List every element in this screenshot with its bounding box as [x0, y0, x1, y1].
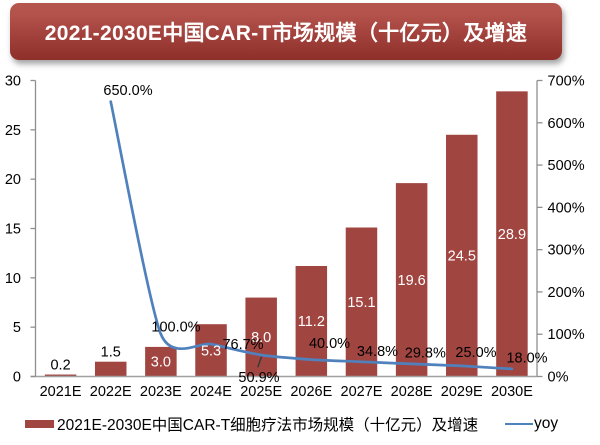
left-axis-tick-label-0: 0	[13, 370, 21, 386]
yoy-label-2026E: 40.0%	[309, 336, 350, 352]
bar-label-2021E: 0.2	[50, 358, 70, 374]
legend-item-market-size: 2021E-2030E中国CAR-T细胞疗法市场规模（十亿元）及增速	[25, 413, 478, 435]
yoy-label-2029E: 25.0%	[455, 345, 496, 361]
x-tick-label-2022E: 2022E	[90, 384, 132, 400]
x-tick-label-2021E: 2021E	[40, 384, 82, 400]
x-tick-label-2029E: 2029E	[441, 384, 483, 400]
bar-label-2025E: 8.0	[251, 330, 271, 346]
right-axis-tick-label-200: 200%	[548, 285, 585, 301]
right-axis-tick-label-0: 0%	[548, 370, 569, 386]
bar-label-2029E: 24.5	[448, 249, 476, 265]
right-axis-tick-label-300: 300%	[548, 243, 585, 259]
right-axis-tick-label-600: 600%	[548, 116, 585, 132]
bar-label-2024E: 5.3	[201, 343, 221, 359]
bar-label-2026E: 11.2	[298, 314, 325, 330]
yoy-label-2024E: 76.7%	[222, 337, 263, 353]
x-tick-label-2026E: 2026E	[290, 384, 332, 400]
left-axis-tick-label-5: 5	[13, 320, 21, 336]
yoy-line	[109, 100, 514, 371]
x-tick-label-2027E: 2027E	[341, 384, 383, 400]
bar-2029E	[446, 134, 478, 377]
bar-2027E	[345, 227, 378, 377]
left-axis-tick-label-10: 10	[5, 271, 21, 287]
x-tick-label-2030E: 2030E	[491, 384, 533, 400]
x-tick-label-2024E: 2024E	[190, 384, 232, 400]
right-axis-tick-label-100: 100%	[548, 327, 585, 343]
left-axis-tick-label-30: 30	[5, 74, 21, 90]
bar-2022E	[94, 361, 127, 377]
yoy-label-2030E: 18.0%	[506, 350, 547, 366]
bar-2028E	[395, 183, 428, 377]
bar-label-2030E: 28.9	[498, 227, 526, 243]
yoy-label-2027E: 34.8%	[357, 344, 398, 360]
right-axis-tick-label-400: 400%	[548, 200, 585, 216]
legend-item-yoy: yoy	[505, 413, 558, 435]
line-series-label: yoy	[534, 415, 559, 432]
bar-2021E	[44, 374, 77, 377]
left-axis-tick-label-25: 25	[5, 123, 21, 139]
chart-title: 2021-2030E中国CAR-T市场规模（十亿元）及增速	[44, 21, 528, 45]
bar-2023E	[145, 346, 177, 377]
yoy-label-2025E: 50.9%	[238, 370, 279, 386]
left-axis-tick-label-20: 20	[5, 172, 21, 188]
bar-label-2028E: 19.6	[398, 273, 426, 289]
bar-series-swatch	[25, 420, 54, 428]
bar-2030E	[496, 91, 528, 377]
yoy-label-2023E: 100.0%	[151, 320, 200, 336]
yoy-label-2022E: 650.0%	[103, 83, 152, 99]
bar-series-label: 2021E-2030E中国CAR-T细胞疗法市场规模（十亿元）及增速	[57, 417, 479, 434]
bar-2024E	[195, 324, 227, 377]
chart-legend: 2021E-2030E中国CAR-T细胞疗法市场规模（十亿元）及增速 yoy	[0, 413, 600, 435]
bar-label-2023E: 3.0	[151, 355, 171, 371]
yoy-label-2028E: 29.8%	[405, 345, 446, 361]
x-tick-label-2023E: 2023E	[140, 384, 182, 400]
line-series-swatch	[505, 423, 533, 425]
x-tick-label-2028E: 2028E	[391, 384, 433, 400]
right-axis-tick-label-500: 500%	[548, 158, 585, 174]
left-axis-tick-label-15: 15	[5, 222, 21, 238]
label-leader-line	[257, 356, 263, 368]
bar-label-2022E: 1.5	[101, 345, 121, 361]
x-tick-label-2025E: 2025E	[240, 384, 282, 400]
bar-2025E	[245, 297, 277, 377]
bar-label-2027E: 15.1	[347, 295, 375, 311]
chart-title-banner: 2021-2030E中国CAR-T市场规模（十亿元）及增速	[10, 3, 562, 60]
right-axis-tick-label-700: 700%	[548, 74, 585, 90]
